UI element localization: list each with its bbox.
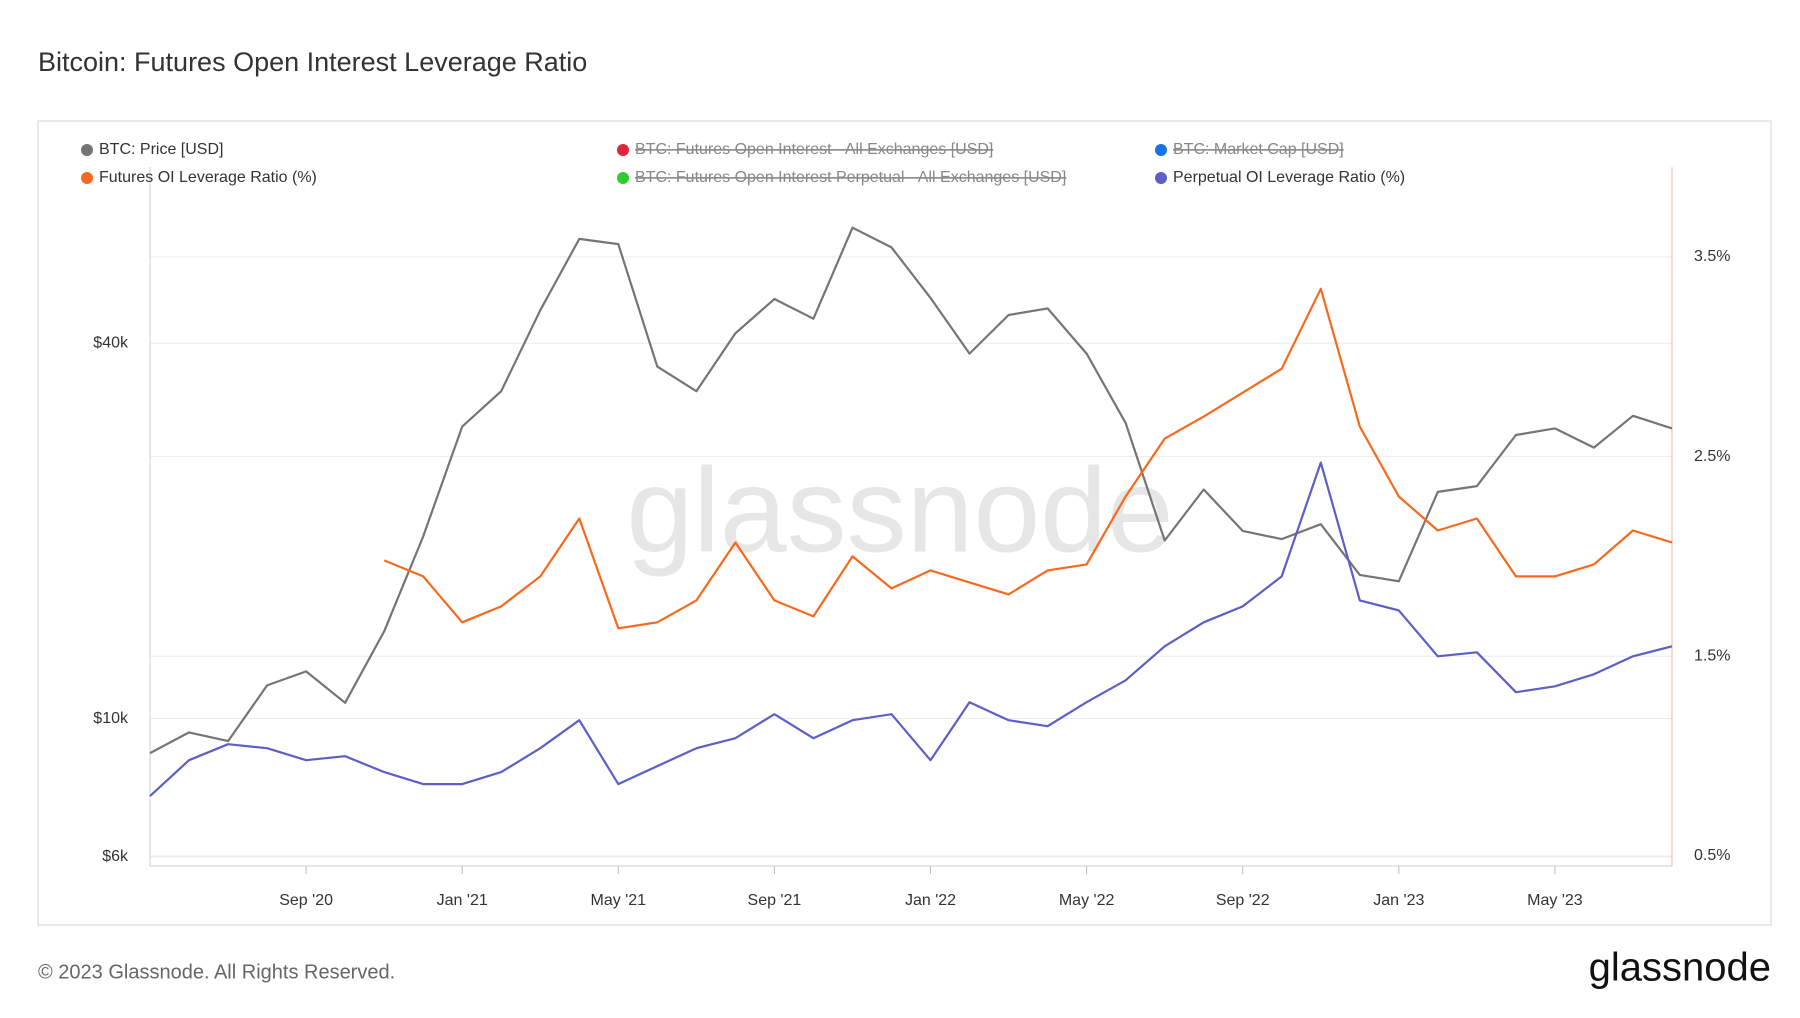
y2-tick-label: 1.5%	[1694, 648, 1730, 665]
legend-marker	[1155, 144, 1167, 156]
legend-label[interactable]: BTC: Price [USD]	[99, 141, 223, 158]
x-tick-label: May '22	[1059, 892, 1115, 909]
x-tick-label: Sep '20	[279, 892, 333, 909]
legend-marker	[617, 144, 629, 156]
y-tick-label: $10k	[93, 710, 129, 727]
x-tick-label: May '23	[1527, 892, 1583, 909]
x-tick-label: Sep '21	[748, 892, 802, 909]
x-tick-label: Jan '23	[1373, 892, 1424, 909]
series-line	[149, 461, 1673, 797]
footer: © 2023 Glassnode. All Rights Reserved.	[38, 961, 395, 983]
y-tick-label: $40k	[93, 334, 129, 351]
legend-marker	[617, 172, 629, 184]
x-tick-label: May '21	[591, 892, 647, 909]
y2-tick-label: 2.5%	[1694, 448, 1730, 465]
legend-marker	[81, 172, 93, 184]
brand-logo: glassnode	[1589, 946, 1771, 990]
series-line	[383, 287, 1673, 630]
legend-label[interactable]: BTC: Futures Open Interest - All Exchang…	[635, 141, 993, 158]
x-tick-label: Jan '21	[437, 892, 488, 909]
legend-marker	[1155, 172, 1167, 184]
y-tick-label: $6k	[102, 848, 129, 865]
watermark: glassnode	[626, 444, 1173, 578]
chart-frame	[37, 120, 1772, 926]
series-line	[149, 226, 1673, 755]
legend-label[interactable]: BTC: Market Cap [USD]	[1173, 141, 1344, 158]
x-tick-label: Jan '22	[905, 892, 956, 909]
legend-label[interactable]: Futures OI Leverage Ratio (%)	[99, 169, 317, 186]
legend-marker	[81, 144, 93, 156]
y2-tick-label: 0.5%	[1694, 847, 1730, 864]
chart-title: Bitcoin: Futures Open Interest Leverage …	[38, 47, 587, 77]
legend-label[interactable]: BTC: Futures Open Interest Perpetual - A…	[635, 169, 1066, 186]
y2-tick-label: 3.5%	[1694, 248, 1730, 265]
x-tick-label: Sep '22	[1216, 892, 1270, 909]
legend-label[interactable]: Perpetual OI Leverage Ratio (%)	[1173, 169, 1405, 186]
